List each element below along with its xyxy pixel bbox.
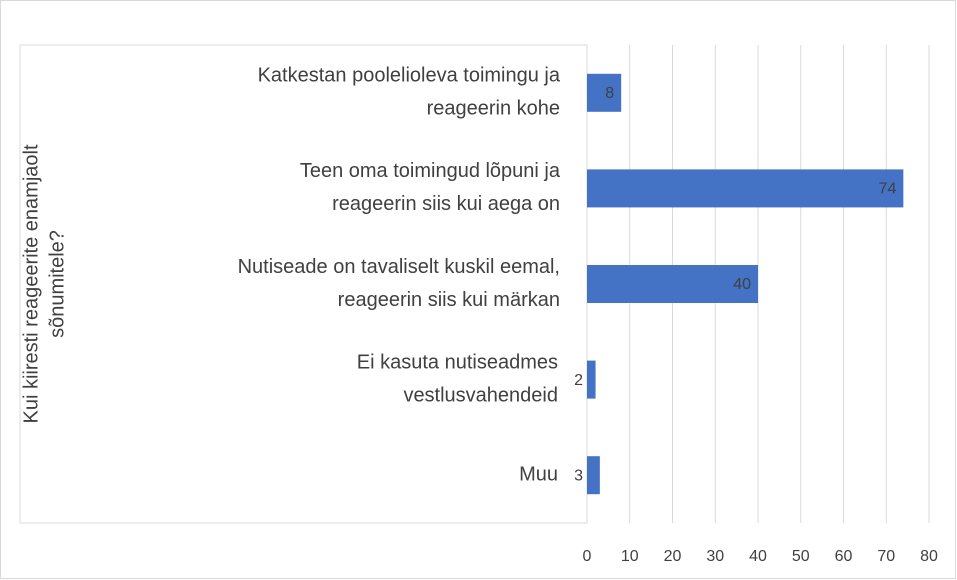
x-tick-label: 20 [664,548,682,565]
x-tick-label: 10 [621,548,639,565]
x-tick-label: 50 [792,548,810,565]
category-label: Katkestan poolelioleva toimingu ja [258,65,561,87]
category-label: reageerin kohe [427,98,560,120]
x-tick-label: 30 [706,548,724,565]
data-label: 2 [574,372,583,389]
category-label: Muu [519,463,558,485]
category-label: reageerin siis kui aega on [332,193,560,215]
x-tick-label: 80 [920,548,938,565]
x-tick-label: 70 [877,548,895,565]
data-label: 40 [733,276,751,293]
x-tick-label: 0 [583,548,592,565]
bar [587,456,600,495]
bar [587,265,758,303]
data-label: 8 [605,85,614,102]
data-label: 74 [879,181,897,198]
category-label: Teen oma toimingud lõpuni ja [300,160,561,182]
category-label: vestlusvahendeid [403,384,558,406]
x-tick-label: 40 [749,548,767,565]
category-label: Ei kasuta nutiseadmes [357,351,558,373]
data-label: 3 [574,467,583,484]
y-axis-title: Kui kiiresti reageerite enamjaolt sõnumit… [20,144,68,423]
category-label: reageerin siis kui märkan [338,289,560,311]
x-tick-label: 60 [835,548,853,565]
y-axis-title-line: sõnumitele? [46,230,68,338]
bar [587,360,596,399]
y-axis-title-line: Kui kiiresti reageerite enamjaolt [20,144,42,423]
bar [587,73,622,112]
bar [587,169,904,208]
category-label: Nutiseade on tavaliselt kuskil eemal, [238,256,560,278]
label-frame [19,44,587,524]
